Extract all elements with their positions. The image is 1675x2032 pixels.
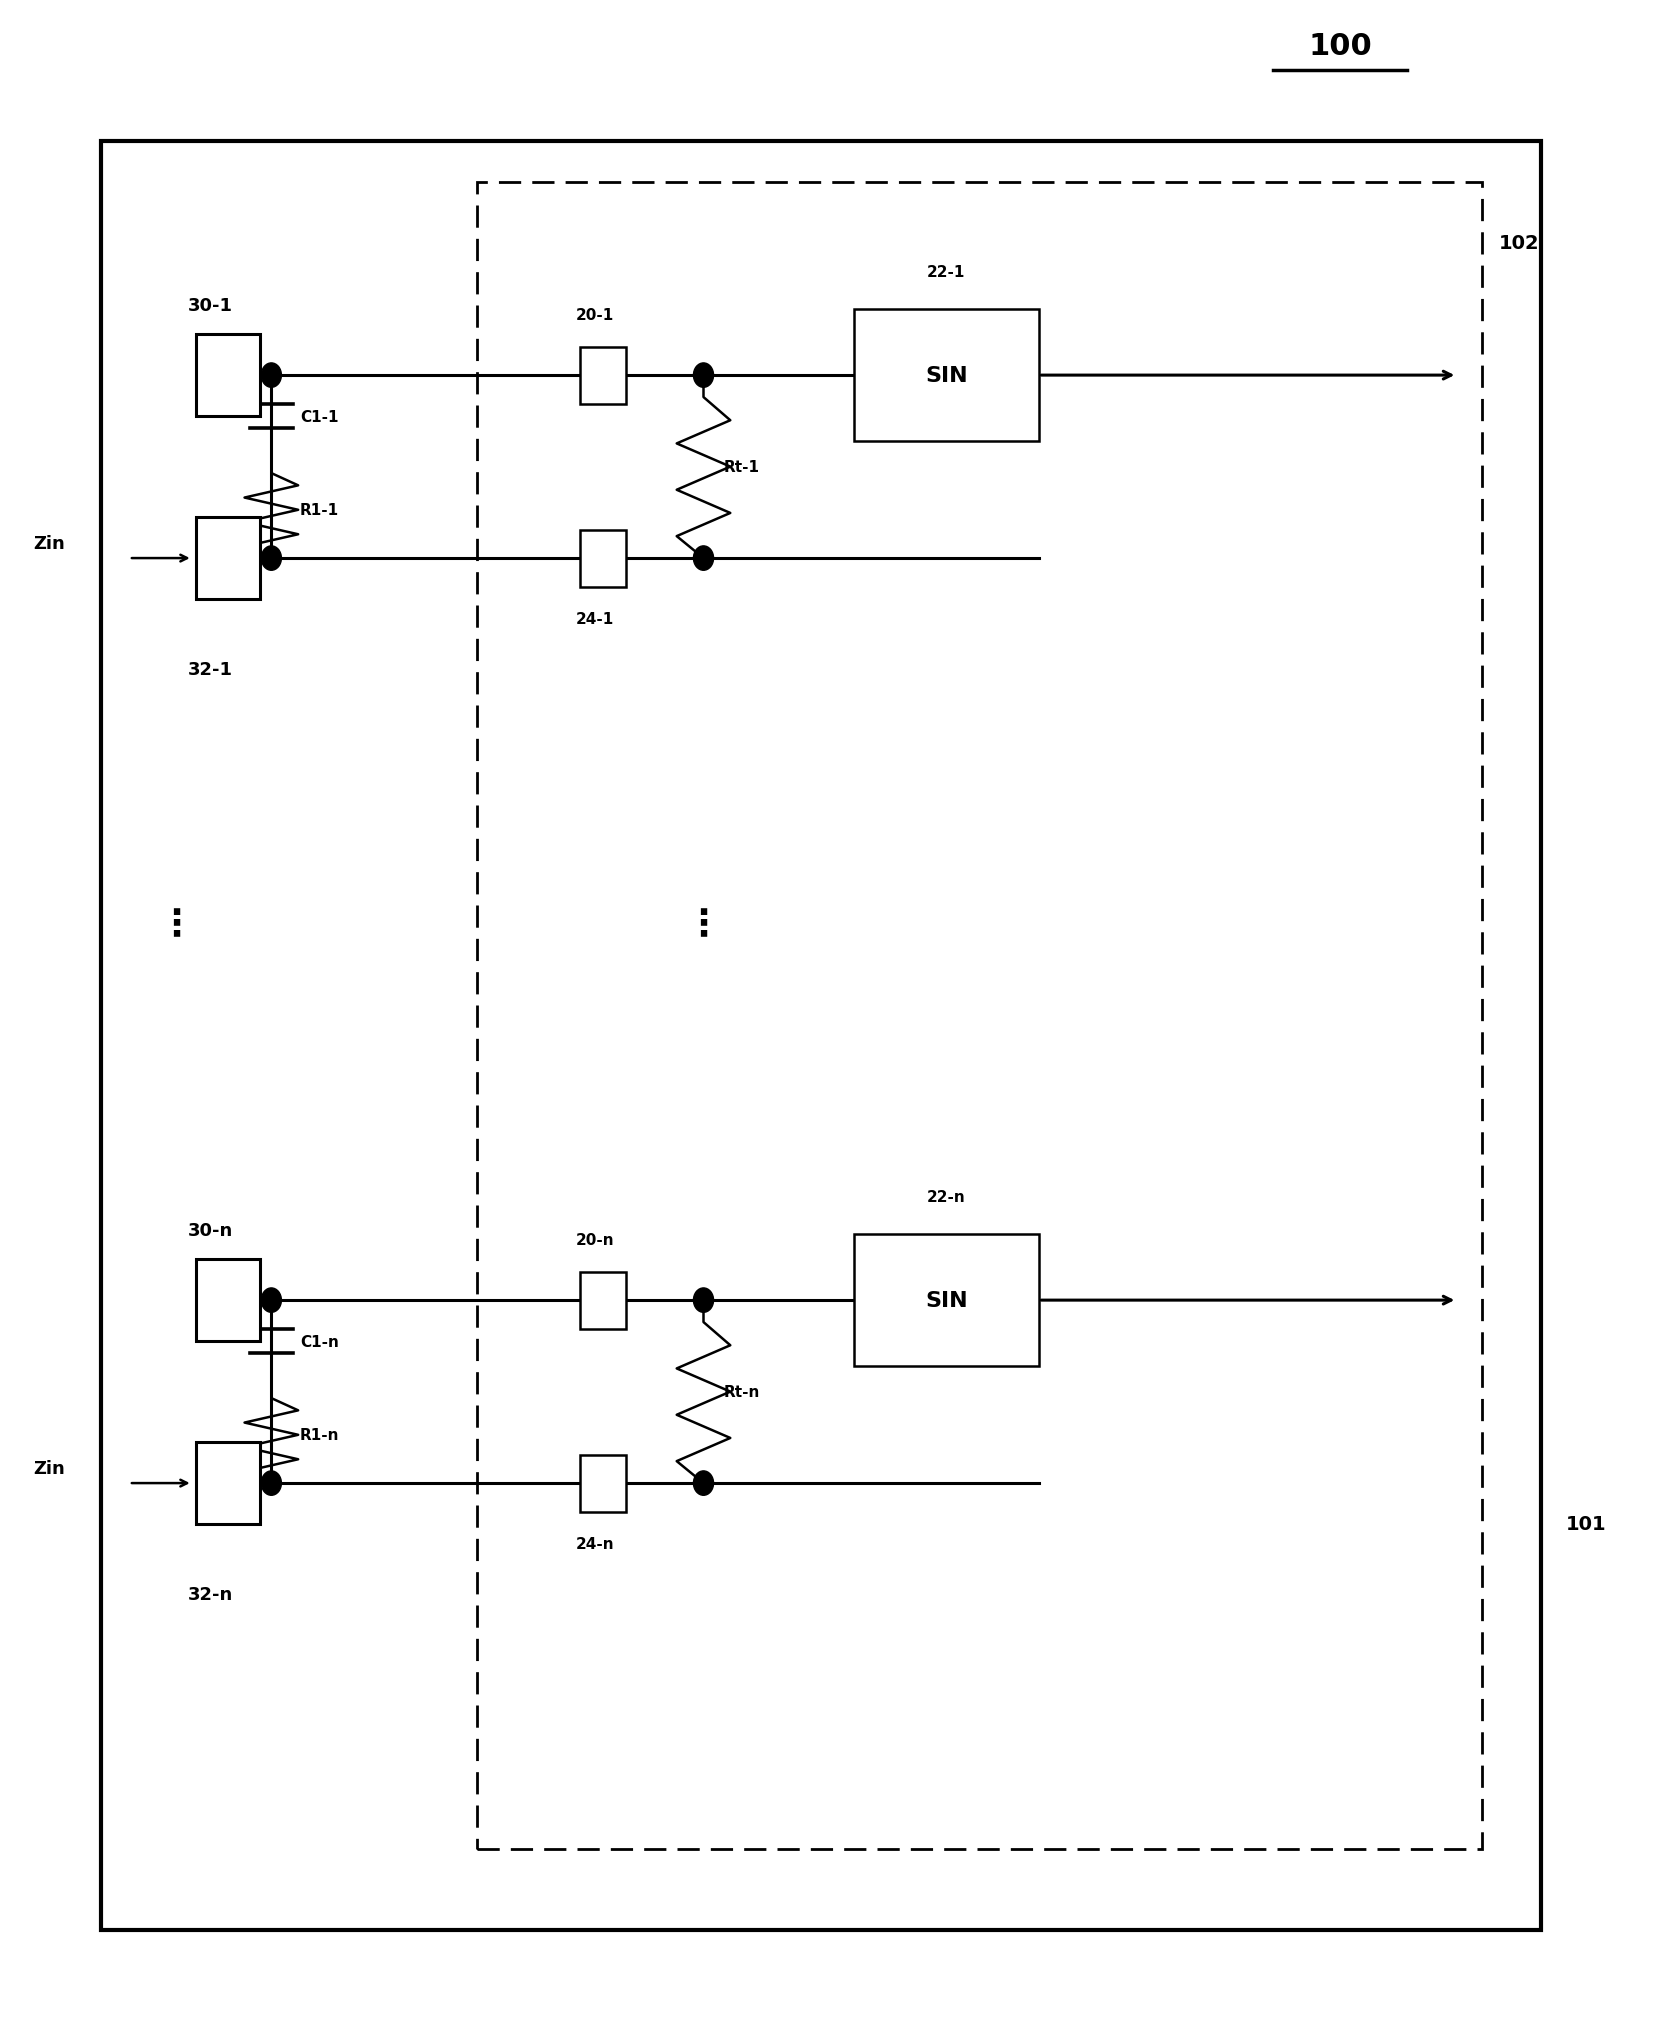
Text: Zin: Zin [34,1459,65,1477]
Bar [477,183,1482,1849]
Circle shape [261,1471,281,1496]
Text: 24-n: 24-n [575,1536,615,1550]
Text: SIN: SIN [925,366,968,386]
Text: R1-n: R1-n [300,1428,340,1443]
Circle shape [693,547,714,571]
Text: 24-1: 24-1 [576,612,613,626]
Bar [100,142,1541,1930]
Text: Rt-n: Rt-n [724,1384,760,1400]
Bar [196,1443,260,1524]
Bar [196,1260,260,1341]
Circle shape [693,1471,714,1496]
Text: 101: 101 [1566,1514,1606,1534]
Text: 20-n: 20-n [575,1233,615,1248]
Text: 102: 102 [1499,234,1539,254]
Text: 30-n: 30-n [188,1221,233,1240]
Circle shape [693,1288,714,1313]
Circle shape [261,364,281,388]
Text: 30-1: 30-1 [188,297,233,315]
Text: C1-1: C1-1 [300,410,338,425]
Text: Rt-1: Rt-1 [724,459,759,475]
Text: 32-1: 32-1 [188,660,233,679]
Text: SIN: SIN [925,1290,968,1311]
Text: ⋮: ⋮ [685,908,722,941]
Text: 32-n: 32-n [188,1585,233,1603]
Text: Zin: Zin [34,534,65,553]
Text: 100: 100 [1308,33,1372,61]
Bar [580,1455,626,1512]
Text: 20-1: 20-1 [576,309,613,323]
Bar [854,1233,1038,1366]
Bar [196,335,260,417]
Text: 22-1: 22-1 [928,264,965,280]
Bar [580,347,626,404]
Text: R1-1: R1-1 [300,504,338,518]
Circle shape [693,364,714,388]
Bar [580,530,626,587]
Circle shape [261,1288,281,1313]
Text: C1-n: C1-n [300,1335,338,1349]
Bar [196,518,260,599]
Text: ⋮: ⋮ [157,908,194,941]
Circle shape [261,547,281,571]
Bar [854,309,1038,443]
Text: 22-n: 22-n [926,1189,966,1203]
Bar [580,1272,626,1329]
